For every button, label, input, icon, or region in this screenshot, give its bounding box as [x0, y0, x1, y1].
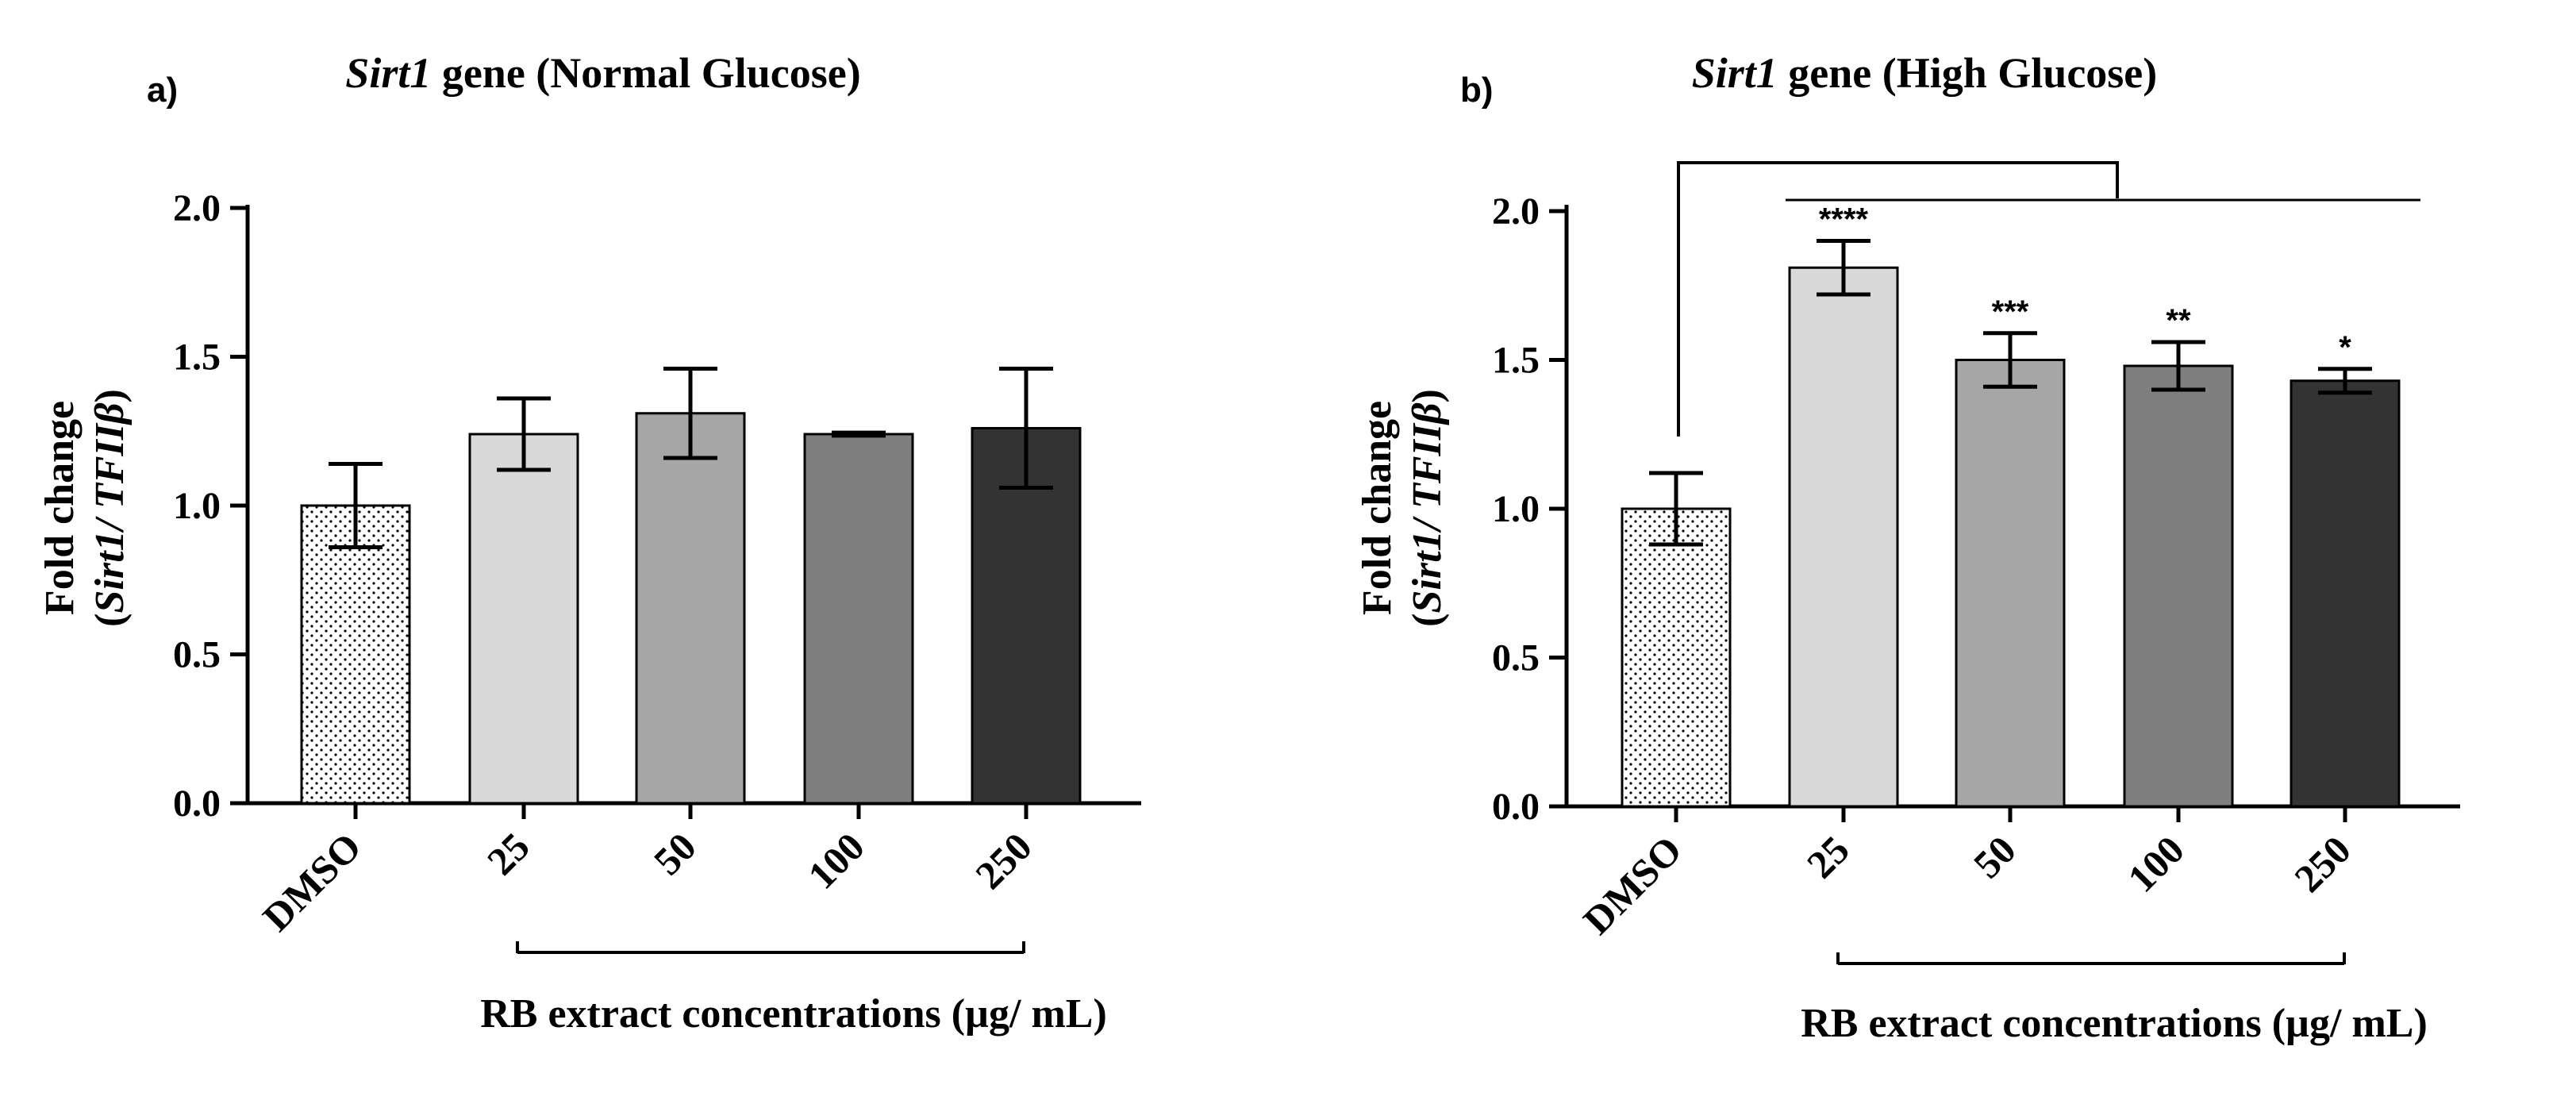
panel-b-title-gene: Sirt1 — [1692, 49, 1778, 97]
error-bar — [2151, 340, 2205, 392]
category-label: 100 — [799, 824, 873, 898]
y-tick-label: 2.0 — [1492, 190, 1540, 233]
significance-marker: *** — [1992, 294, 2029, 329]
panel-a-title-rest: gene (Normal Glucose) — [431, 49, 860, 97]
panel-a-title-gene: Sirt1 — [345, 49, 431, 97]
category-label: 100 — [2119, 827, 2193, 901]
error-bar — [329, 462, 383, 549]
bar-250 — [971, 427, 1082, 805]
panel-b-y-ticks: 0.0 0.5 1.0 1.5 2.0 — [1492, 190, 1567, 828]
error-bar — [2318, 367, 2372, 395]
panel-a-xlabel: RB extract concentrations (µg/ mL) — [480, 991, 1107, 1037]
panel-a: a) Sirt1 gene (Normal Glucose) Fold chan… — [37, 49, 1141, 1037]
bar-dmso — [300, 504, 411, 805]
panel-b-ylabel-line2: (Sirt1/ TFIIβ) — [1405, 389, 1450, 627]
panel-b-bars: DMSO 25 **** 50 *** 100 ** 250 * — [1574, 202, 2401, 943]
category-label: 250 — [2286, 827, 2359, 901]
error-bar — [1649, 471, 1703, 547]
significance-marker: ** — [2166, 303, 2191, 338]
bar-dmso — [1621, 507, 1732, 808]
bar-25 — [1788, 266, 1899, 808]
panel-a-y-ticks: 0.0 0.5 1.0 1.5 2.0 — [173, 187, 248, 825]
error-bar — [1983, 331, 2037, 389]
panel-b-label: b) — [1460, 71, 1494, 110]
significance-marker: * — [2339, 330, 2351, 365]
panel-b-title-rest: gene (High Glucose) — [1778, 49, 2157, 97]
category-label: 25 — [1798, 827, 1858, 887]
panel-b-title: Sirt1 gene (High Glucose) — [1692, 49, 2158, 97]
significance-marker: **** — [1819, 202, 1869, 237]
bar-50 — [1955, 359, 2066, 808]
category-label: 50 — [1965, 827, 2024, 887]
y-tick-label: 2.0 — [173, 187, 221, 229]
panel-a-ylabel-line1: Fold change — [37, 401, 83, 615]
category-label: DMSO — [1574, 827, 1690, 943]
panel-a-label: a) — [147, 71, 178, 110]
category-label: 25 — [479, 824, 538, 883]
panel-a-title: Sirt1 gene (Normal Glucose) — [345, 49, 860, 97]
error-bar — [1817, 239, 1870, 297]
y-tick-label: 1.5 — [173, 337, 221, 379]
panel-b: b) Sirt1 gene (High Glucose) Fold change… — [1355, 49, 2460, 1046]
bar-50 — [635, 412, 746, 805]
error-bar — [663, 367, 717, 460]
error-bar — [497, 396, 551, 472]
bar-100 — [2123, 364, 2234, 808]
category-label: DMSO — [254, 824, 370, 940]
panel-a-bars: DMSO 25 50 100 250 — [254, 367, 1082, 940]
panel-a-ylabel-line2: (Sirt1/ TFIIβ) — [87, 389, 133, 627]
y-tick-label: 0.0 — [173, 783, 221, 825]
category-label: 250 — [967, 824, 1040, 898]
bar-250 — [2290, 379, 2401, 808]
panel-b-ylabel-line1: Fold change — [1355, 401, 1400, 615]
y-tick-label: 1.0 — [1492, 488, 1540, 530]
y-tick-label: 1.5 — [1492, 340, 1540, 382]
y-tick-label: 0.5 — [173, 634, 221, 676]
y-tick-label: 0.5 — [1492, 637, 1540, 679]
panel-b-comparison-bracket — [1677, 161, 2119, 437]
error-bar — [999, 367, 1053, 490]
bar-25 — [468, 433, 579, 805]
y-tick-label: 0.0 — [1492, 786, 1540, 828]
y-tick-label: 1.0 — [173, 485, 221, 527]
category-label: 50 — [645, 824, 705, 883]
bar-100 — [803, 433, 914, 805]
panel-b-xlabel: RB extract concentrations (µg/ mL) — [1801, 1001, 2428, 1046]
error-bar — [832, 430, 886, 438]
